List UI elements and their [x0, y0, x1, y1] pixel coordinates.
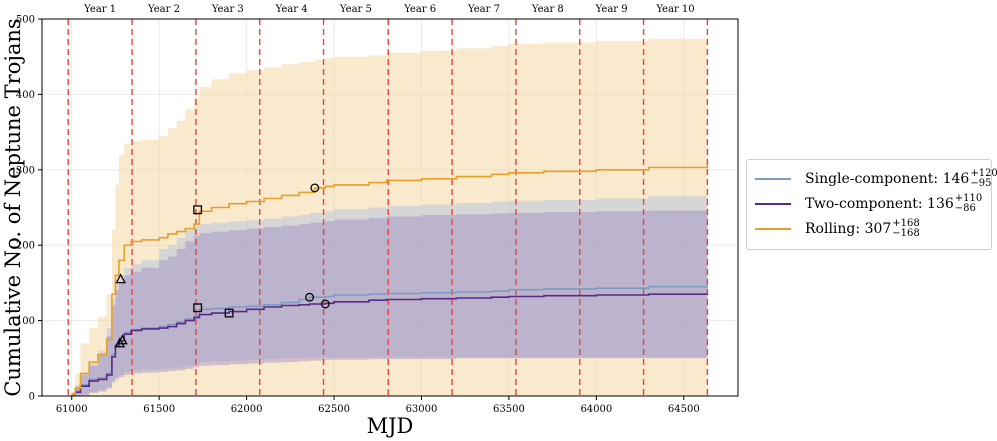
legend-errplus-rolling: +168: [892, 217, 920, 229]
marker-circle: [310, 183, 320, 193]
year-label: Year 7: [467, 4, 500, 15]
year-label: Year 1: [83, 4, 116, 15]
marker-square: [224, 308, 234, 318]
legend-errplus-two: +110: [954, 192, 983, 204]
y-tick-label: 0: [29, 392, 35, 403]
series-lines: [71, 164, 709, 396]
legend-label-rolling: Rolling: [805, 220, 856, 237]
legend-swatch-two: [755, 202, 791, 205]
legend-item-rolling: Rolling: 307 +168 −168: [755, 216, 983, 241]
year-label: Year 6: [403, 4, 436, 15]
legend-errminus-two: −86: [954, 202, 976, 214]
y-axis-title: Cumulative No. of Neptune Trojans: [1, 18, 25, 396]
legend-item-two: Two-component: 136 +110 −86: [755, 191, 983, 216]
y-tick-label: 400: [16, 90, 35, 101]
x-tick-label: 63000: [406, 404, 438, 415]
year-label: Year 10: [655, 4, 694, 15]
marker-square: [193, 205, 203, 215]
marker-circle: [320, 299, 330, 309]
marker-triangle: [115, 273, 126, 284]
year-boundaries: Year 1 Year 2 Year 3 Year 4 Year 5 Year 6 Year…: [67, 4, 709, 396]
marker-circle: [305, 292, 315, 302]
legend-errminus-rolling: −168: [892, 227, 920, 239]
year-label: Year 9: [595, 4, 628, 15]
band-two: [71, 210, 708, 396]
legend-value-two: 136: [927, 195, 954, 212]
marker-triangle: [114, 337, 126, 348]
year-label: Year 3: [211, 4, 244, 15]
axis-ticks: 61000 61500 62000 62500 63000 63500 64000 64500…: [16, 15, 700, 416]
x-tick-label: 62500: [318, 404, 350, 415]
line-single: [71, 285, 709, 396]
markers: [114, 183, 330, 348]
x-axis-title: MJD: [367, 414, 414, 438]
y-tick-label: 500: [16, 15, 35, 26]
y-tick-label: 200: [16, 241, 35, 252]
legend-errminus-single: −95: [970, 177, 992, 189]
x-tick-label: 61000: [56, 404, 88, 415]
x-tick-label: 64500: [668, 404, 700, 415]
legend: Single-component: 146 +120 −95 Two-compone…: [746, 159, 997, 250]
line-rolling: [71, 164, 709, 396]
legend-label-single: Single-component: [805, 170, 934, 187]
legend-value-single: 146: [942, 170, 970, 187]
marker-triangle: [117, 334, 128, 345]
legend-swatch-single: [755, 177, 791, 180]
x-tick-label: 64000: [580, 404, 612, 415]
plot-frame: [41, 18, 739, 397]
band-single: [71, 195, 708, 396]
legend-label-two: Two-component: [805, 195, 918, 212]
marker-square: [193, 303, 203, 313]
x-tick-label: 61500: [143, 404, 175, 415]
year-label: Year 5: [339, 4, 372, 15]
legend-swatch-rolling: [755, 227, 791, 230]
line-two: [71, 293, 709, 396]
legend-value-rolling: 307: [864, 220, 892, 237]
x-tick-label: 62000: [231, 404, 263, 415]
y-tick-label: 300: [16, 165, 35, 176]
year-label: Year 4: [275, 4, 308, 15]
year-label: Year 8: [531, 4, 564, 15]
legend-item-single: Single-component: 146 +120 −95: [755, 166, 997, 191]
uncertainty-bands: [71, 37, 708, 397]
year-label: Year 2: [147, 4, 180, 15]
y-tick-label: 100: [16, 316, 35, 327]
legend-errplus-single: +120: [970, 167, 997, 179]
x-tick-label: 63500: [493, 404, 525, 415]
